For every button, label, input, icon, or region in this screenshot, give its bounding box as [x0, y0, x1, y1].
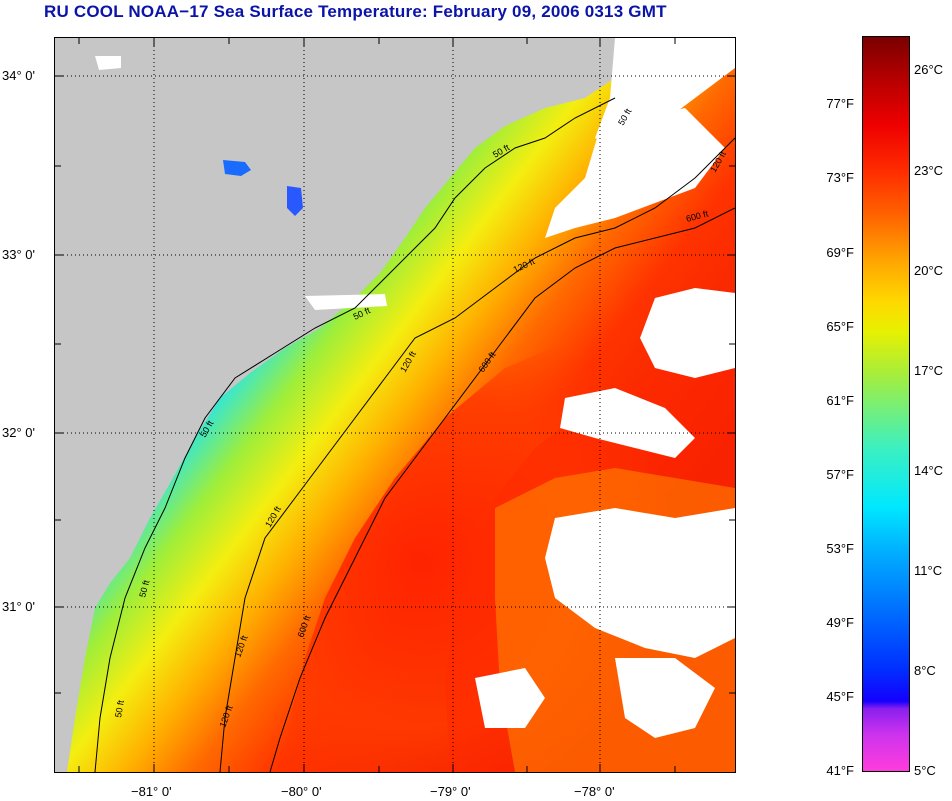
colorbar-label-49f: 49°F — [826, 615, 854, 630]
colorbar-label-5c: 5°C — [914, 763, 936, 778]
colorbar-label-23c: 23°C — [914, 163, 943, 178]
sst-map[interactable]: 50 ft 50 ft 50 ft 50 ft 50 ft 50 ft 120 … — [54, 37, 736, 773]
colorbar-label-11c: 11°C — [914, 563, 942, 578]
colorbar-label-73f: 73°F — [826, 170, 854, 185]
colorbar-label-20c: 20°C — [914, 263, 943, 278]
colorbar-label-69f: 69°F — [826, 245, 854, 260]
lon-label-78: −78° 0' — [574, 784, 615, 799]
lat-label-33: 33° 0' — [2, 247, 35, 262]
temperature-colorbar — [862, 36, 910, 772]
colorbar-label-77f: 77°F — [826, 96, 854, 111]
colorbar-label-26c: 26°C — [914, 62, 943, 77]
lat-label-34: 34° 0' — [2, 68, 35, 83]
colorbar-label-57f: 57°F — [826, 467, 854, 482]
colorbar-label-53f: 53°F — [826, 541, 854, 556]
lon-label-79: −79° 0' — [430, 784, 471, 799]
lake — [95, 56, 121, 70]
lon-label-80: −80° 0' — [281, 784, 322, 799]
lat-label-32: 32° 0' — [2, 425, 35, 440]
lat-label-31: 31° 0' — [2, 599, 35, 614]
map-title: RU COOL NOAA−17 Sea Surface Temperature:… — [44, 2, 667, 22]
colorbar-label-45f: 45°F — [826, 689, 854, 704]
colorbar-label-41f: 41°F — [826, 763, 854, 778]
colorbar-label-14c: 14°C — [914, 463, 943, 478]
colorbar-label-17c: 17°C — [914, 363, 943, 378]
colorbar-label-8c: 8°C — [914, 663, 936, 678]
lon-label-81: −81° 0' — [131, 784, 172, 799]
colorbar-label-65f: 65°F — [826, 319, 854, 334]
colorbar-label-61f: 61°F — [826, 393, 854, 408]
